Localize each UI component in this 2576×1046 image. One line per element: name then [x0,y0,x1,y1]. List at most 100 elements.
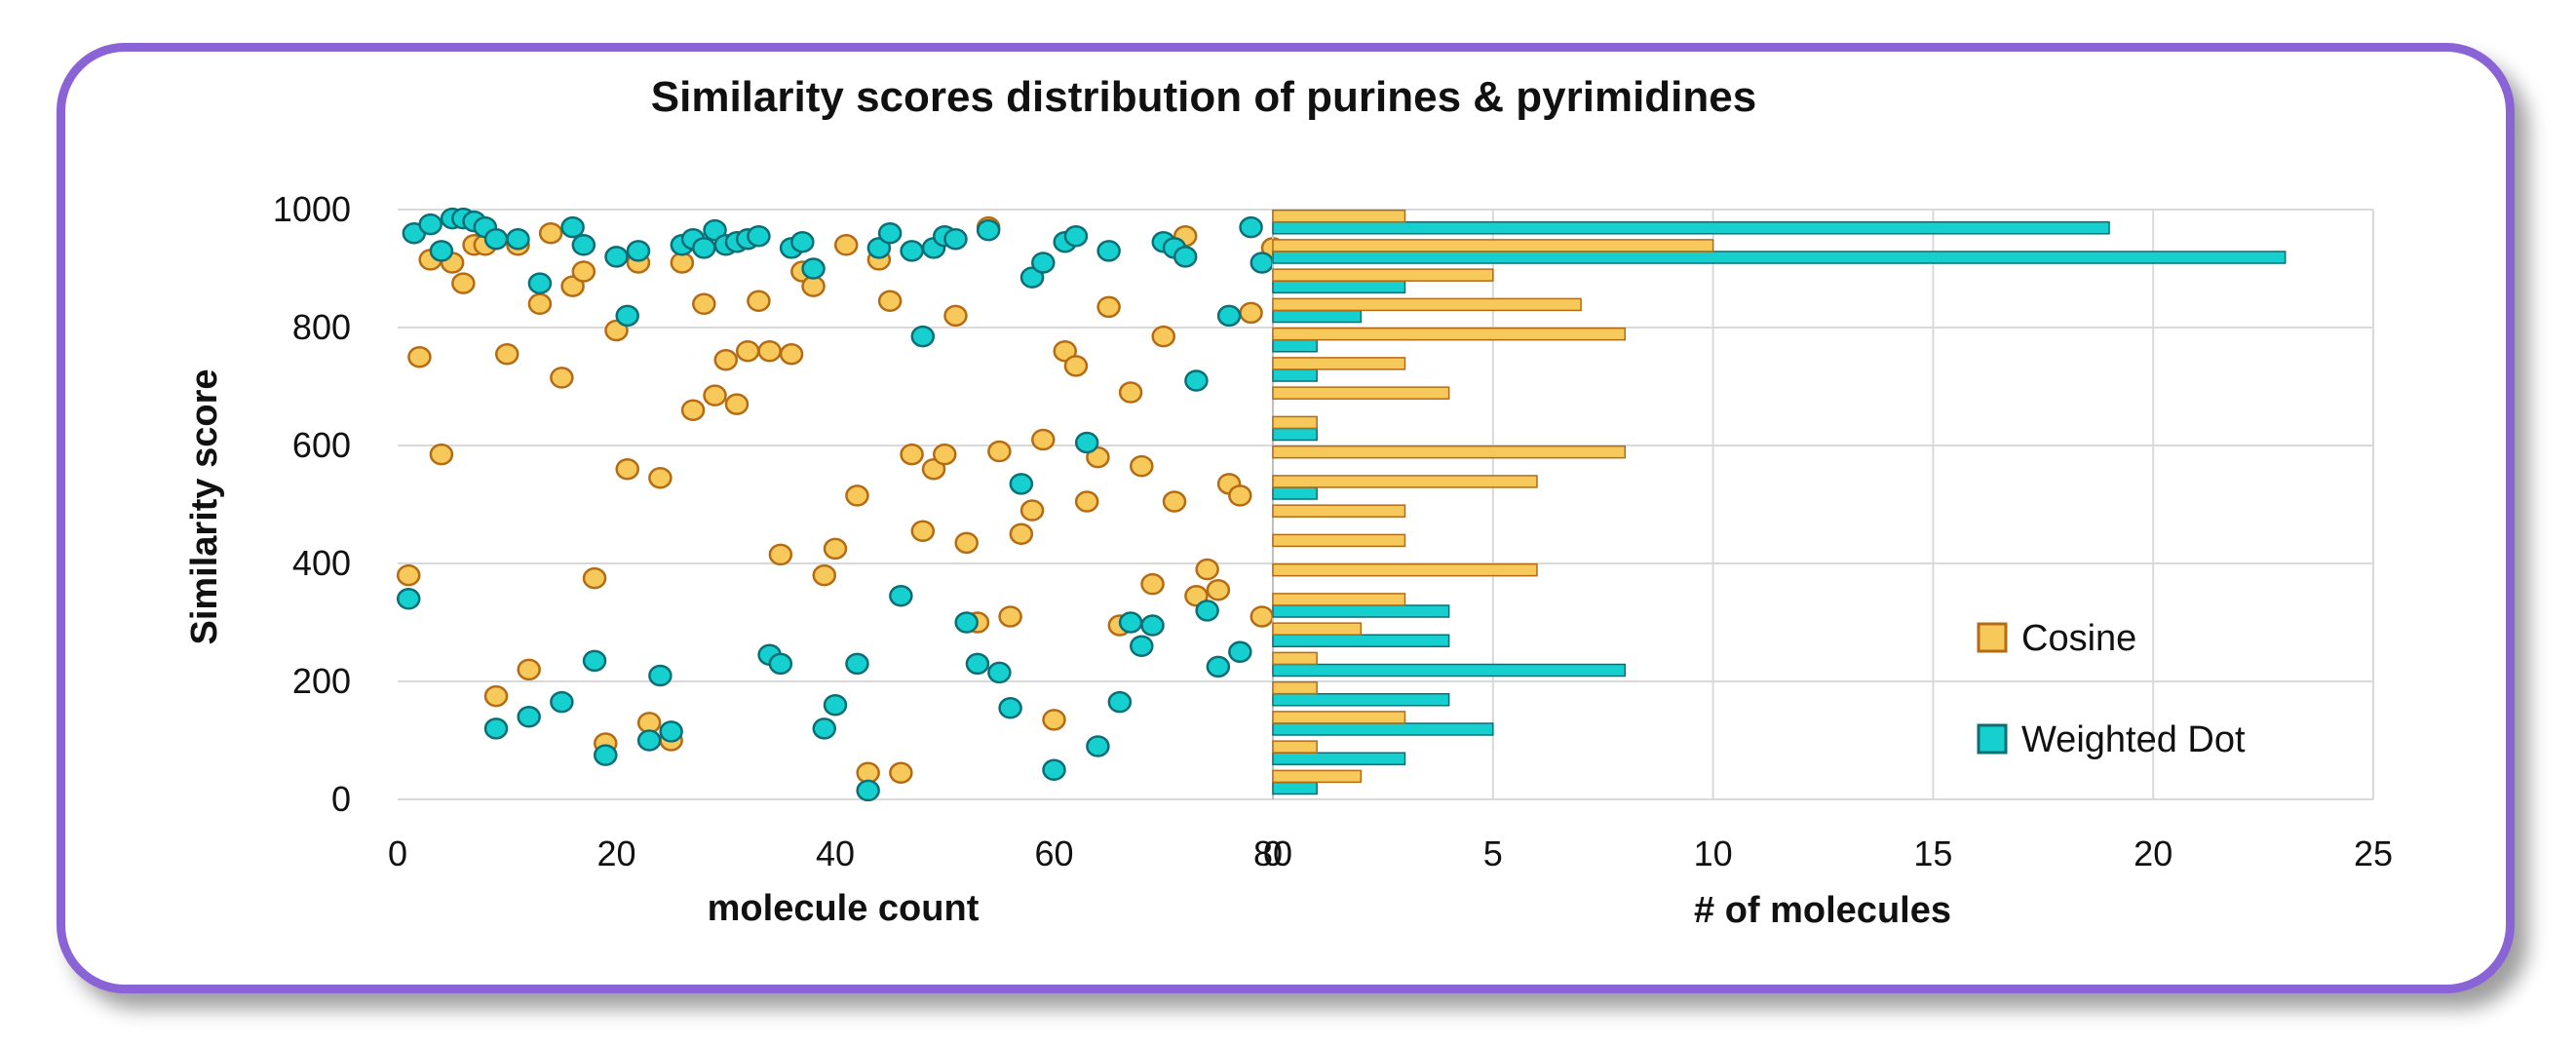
weighted-dot-bar [1272,251,2287,264]
cosine-bar [1272,504,1406,518]
weighted-dot-point [517,706,541,728]
cosine-bar [1272,769,1363,784]
scatter-x-tick-label: 20 [596,833,635,873]
weighted-dot-point [790,231,815,253]
weighted-dot-point [582,649,607,673]
weighted-dot-point [900,240,924,262]
scatter-y-tick-label: 1000 [273,189,351,229]
cosine-point [429,443,454,466]
cosine-point [1096,295,1121,319]
bar-x-axis-label: # of molecules [1694,890,1951,931]
cosine-bar [1272,475,1538,488]
cosine-bar [1272,239,1714,252]
cosine-bar [1272,386,1450,400]
y-axis-label: Similarity score [184,368,225,644]
cosine-point [1250,605,1275,628]
cosine-point [889,761,913,785]
bar-ticks: 0 5 10 15 20 25 [1263,833,2393,873]
cosine-point [1074,490,1099,513]
legend-swatch-weighted [1977,723,2008,755]
scatter-points [396,207,1286,802]
weighted-dot-bar [1272,663,1627,678]
cosine-point [845,484,869,507]
weighted-dot-point [1250,252,1275,274]
weighted-dot-point [954,611,979,634]
weighted-dot-point [910,325,936,348]
weighted-dot-bar [1272,722,1494,736]
weighted-dot-bar [1272,752,1406,766]
cosine-point [648,467,673,489]
scatter-y-tick-label: 400 [292,543,351,583]
cosine-bar [1272,651,1318,666]
scatter-grid [398,209,1273,800]
cosine-point [495,342,519,366]
cosine-point [615,457,639,481]
cosine-point [680,399,706,421]
weighted-dot-point [396,588,421,610]
weighted-dot-point [594,744,618,766]
scatter-x-axis-label: molecule count [708,888,980,929]
bar-x-tick-label: 5 [1483,833,1503,873]
cosine-point [1063,355,1089,377]
weighted-dot-point [1216,304,1242,328]
weighted-dot-point [1239,215,1263,239]
weighted-dot-point [560,215,585,239]
cosine-point [703,384,727,407]
weighted-dot-point [550,690,574,714]
cosine-point [560,275,585,297]
weighted-dot-point [1195,600,1219,622]
weighted-dot-bar [1272,339,1318,353]
scatter-y-tick-label: 800 [292,307,351,347]
cosine-point [451,272,476,294]
cosine-bar [1272,533,1406,548]
weighted-dot-point [1063,224,1089,248]
weighted-dot-point [483,717,509,740]
weighted-dot-point [429,240,454,262]
bar-x-tick-label: 10 [1694,833,1733,873]
cosine-point [943,304,968,328]
weighted-dot-point [747,224,771,248]
weighted-dot-point [1019,266,1045,289]
cosine-bar [1272,593,1406,606]
weighted-dot-point [1031,252,1056,274]
cosine-point [954,531,979,555]
cosine-point [1086,446,1110,469]
cosine-point [1162,490,1187,513]
cosine-point [747,290,771,313]
weighted-dot-bar [1272,427,1318,442]
weighted-dot-point [1130,635,1154,657]
cosine-bar [1272,740,1318,754]
cosine-point [550,367,574,389]
weighted-dot-point [703,218,727,242]
scatter-panel: 0 200 400 600 800 1000 0 20 40 60 80 molecule coun… [273,189,1292,929]
bar-x-tick-label: 15 [1913,833,1952,873]
cosine-point [987,440,1012,463]
weighted-dot-point [845,652,869,676]
weighted-dot-point [1074,431,1099,454]
cosine-point [1042,709,1066,731]
weighted-dot-point [1009,473,1034,495]
scatter-y-tick-label: 0 [331,779,351,819]
cosine-point [1053,339,1077,363]
cosine-point [910,520,936,542]
cosine-point [998,605,1022,628]
cosine-point [1206,578,1231,601]
cosine-point [1140,572,1165,596]
cosine-bar [1272,327,1627,341]
weighted-dot-point [604,246,629,268]
cosine-bar [1272,297,1582,312]
scatter-x-tick-label: 0 [388,833,407,873]
weighted-dot-point [1140,614,1165,637]
weighted-dot-point [866,237,892,259]
cosine-bar [1272,622,1363,636]
weighted-dot-point [1173,246,1198,268]
cosine-bar [1272,209,1406,223]
cosine-point [1195,558,1219,581]
weighted-dot-point [615,304,639,328]
weighted-dot-bar [1272,486,1318,500]
cosine-bar [1272,445,1627,459]
weighted-dot-point [976,218,1001,242]
cosine-point [900,443,924,466]
weighted-dot-bar [1272,693,1450,707]
